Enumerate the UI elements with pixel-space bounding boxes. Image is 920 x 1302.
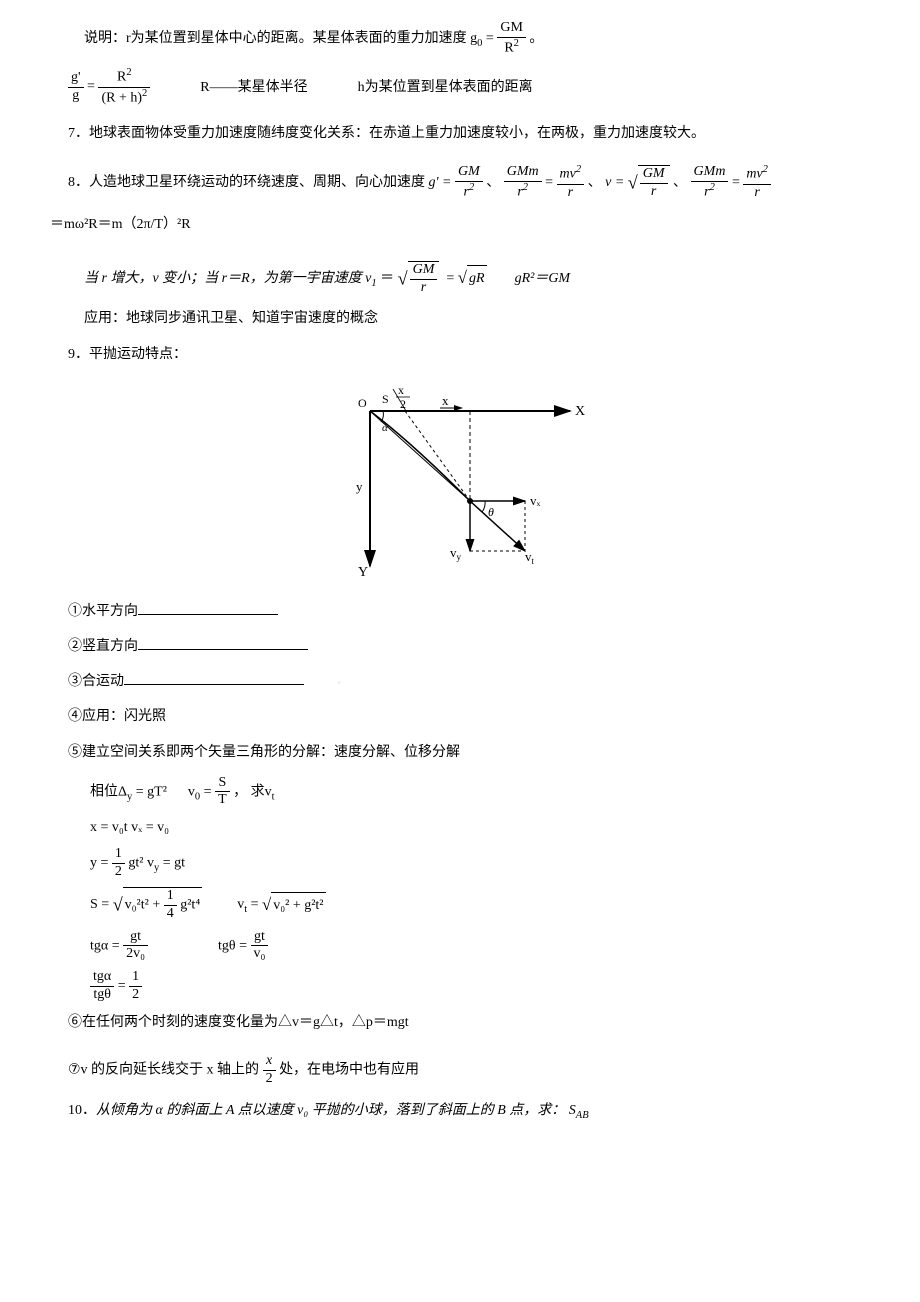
item8-apply: 应用：地球同步通讯卫星、知道宇宙速度的概念: [50, 306, 870, 331]
item9-prefix: 9．: [68, 347, 89, 362]
frac-mv2-r: mv2 r: [557, 164, 585, 201]
S-label: S: [382, 392, 389, 406]
eq1: =: [545, 175, 553, 190]
eq2: =: [732, 175, 740, 190]
math-tga: tgα = gt 2v₀ tgθ = gt v₀: [50, 929, 870, 964]
item8-prefix: 8．: [68, 175, 89, 190]
item10-text: 从倾角为 α 的斜面上 A 点以速度 v₀ 平抛的小球，落到了斜面上的 B 点，…: [96, 1103, 565, 1118]
sep1: 、: [486, 175, 500, 190]
sub1: ①水平方向: [50, 599, 870, 624]
sub2: ②竖直方向: [50, 634, 870, 659]
item8-line2: ＝mω²R＝m（2π/T）²R: [50, 212, 870, 237]
g-prime-eq: g' =: [429, 175, 452, 190]
item8-text: 人造地球卫星环绕运动的环绕速度、周期、向心加速度: [89, 175, 425, 190]
vx-label: vₓ: [530, 493, 541, 508]
item10-prefix: 10．: [68, 1103, 96, 1118]
item-9: 9．平抛运动特点：: [50, 342, 870, 367]
vt-label: vt: [525, 549, 535, 566]
v-eq: v =: [605, 175, 624, 190]
projectile-diagram: X Y O x 2 S x y vₓ vy vt: [50, 381, 870, 581]
phase-line: 相位Δy = gT² v0 = S T ， 求vt: [50, 775, 870, 810]
O-label: O: [358, 396, 367, 410]
h-label: h为某位置到星体表面的距离: [358, 75, 533, 100]
sqrt-gR: √gR: [458, 263, 487, 293]
x2-label: x: [398, 383, 404, 397]
math-S: S = √ v₀²t² + 1 4 g²t⁴ vt = √v₀² + g²t²: [50, 887, 870, 923]
period: 。: [529, 31, 543, 46]
math-xv: x = v₀t vₓ = v₀: [50, 815, 870, 840]
item-7: 7．地球表面物体受重力加速度随纬度变化关系：在赤道上重力加速度较小，在两极，重力…: [50, 121, 870, 146]
sqrt-gm-r-2: √ GM r: [398, 261, 440, 297]
sep2: 、: [588, 175, 602, 190]
diagram-svg: X Y O x 2 S x y vₓ vy vt: [320, 381, 600, 581]
sub4: ④应用：闪光照: [50, 704, 870, 729]
frac-mv2-r-b: mv2 r: [743, 164, 771, 201]
sub5: ⑤建立空间关系即两个矢量三角形的分解：速度分解、位移分解: [50, 740, 870, 765]
frac-gmm-r2: GMm r2: [504, 164, 542, 201]
math-tgratio: tgα tgθ = 1 2: [50, 969, 870, 1004]
item8-condition: 当 r 增大，v 变小；当 r＝R，为第一宇宙速度 v1 ＝ √ GM r = …: [50, 261, 870, 297]
blank-2: [138, 636, 308, 650]
item9-title: 平抛运动特点：: [89, 347, 187, 362]
theta-label: θ: [488, 505, 494, 519]
item-8: 8．人造地球卫星环绕运动的环绕速度、周期、向心加速度 g' = GM r2 、 …: [50, 164, 870, 201]
x-label: x: [442, 393, 449, 408]
alpha-label: α: [382, 422, 388, 434]
gR2-eq: gR²＝GM: [515, 271, 571, 286]
explain-text: 说明：r为某位置到星体中心的距离。某星体表面的重力加速度: [84, 31, 467, 46]
gprime-formula-row: g' g = R2 (R + h)2 R——某星体半径 h为某位置到星体表面的距…: [50, 67, 870, 107]
math-y: y = 1 2 gt² vy = gt: [50, 846, 870, 881]
sqrt-gm-r: √ GM r: [628, 165, 670, 201]
X-label: X: [575, 404, 585, 419]
SAB: SAB: [569, 1103, 589, 1118]
g0-left: g0 =: [470, 31, 497, 46]
sub3: ③合运动 ▫: [50, 669, 870, 694]
frac-gm-r2: GM r2: [455, 164, 483, 201]
g0-frac: GM R2: [497, 20, 526, 57]
y-label: y: [356, 479, 363, 494]
item-10: 10．从倾角为 α 的斜面上 A 点以速度 v₀ 平抛的小球，落到了斜面上的 B…: [50, 1098, 870, 1126]
cond-pre: 当 r 增大，v 变小；当 r＝R，为第一宇宙速度 v: [84, 271, 371, 286]
vy-label: vy: [450, 545, 462, 562]
sep3: 、: [673, 175, 687, 190]
item7-text: 地球表面物体受重力加速度随纬度变化关系：在赤道上重力加速度较小，在两极，重力加速…: [89, 126, 705, 141]
blank-3: [124, 671, 304, 685]
R-label: R——某星体半径: [200, 75, 307, 100]
blank-1: [138, 601, 278, 615]
item7-prefix: 7．: [68, 126, 89, 141]
sub6: ⑥在任何两个时刻的速度变化量为△v＝g△t，△p＝mgt: [50, 1010, 870, 1035]
frac-gmm-r2-b: GMm r2: [691, 164, 729, 201]
sub7: ⑦v 的反向延长线交于 x 轴上的 x 2 处，在电场中也有应用: [50, 1053, 870, 1088]
explanation-para: 说明：r为某位置到星体中心的距离。某星体表面的重力加速度 g0 = GM R2 …: [50, 20, 870, 57]
watermark-icon: ▫: [338, 677, 341, 687]
gprime-ratio: g' g = R2 (R + h)2: [68, 67, 150, 107]
Y-label: Y: [358, 565, 368, 580]
